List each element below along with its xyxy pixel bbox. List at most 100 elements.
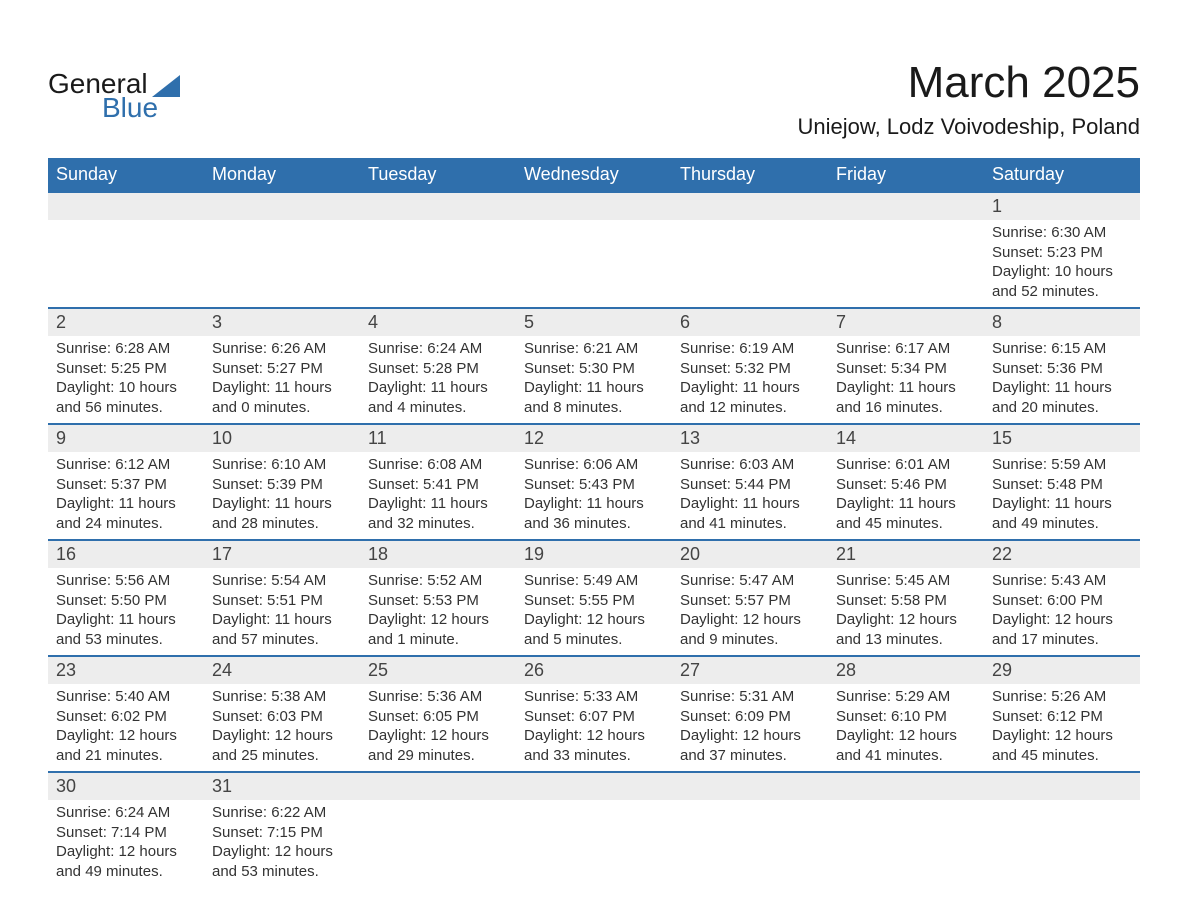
- day-body: [984, 800, 1140, 829]
- day-number: 12: [516, 425, 672, 452]
- day-daylight2: and 41 minutes.: [680, 514, 820, 534]
- daynum-row: 3031: [48, 772, 1140, 800]
- day-sunset: Sunset: 5:55 PM: [524, 591, 664, 611]
- day-number: 21: [828, 541, 984, 568]
- day-daylight1: Daylight: 11 hours: [212, 378, 352, 398]
- day-sunset: Sunset: 5:30 PM: [524, 359, 664, 379]
- day-daylight2: and 32 minutes.: [368, 514, 508, 534]
- day-body: Sunrise: 6:21 AMSunset: 5:30 PMDaylight:…: [516, 336, 672, 423]
- day-daylight1: Daylight: 12 hours: [836, 610, 976, 630]
- day-body: Sunrise: 6:03 AMSunset: 5:44 PMDaylight:…: [672, 452, 828, 539]
- day-daylight2: and 28 minutes.: [212, 514, 352, 534]
- day-number: 15: [984, 425, 1140, 452]
- day-number: 22: [984, 541, 1140, 568]
- day-number: 30: [48, 773, 204, 800]
- day-number: 31: [204, 773, 360, 800]
- day-number: 1: [984, 193, 1140, 220]
- day-sunrise: Sunrise: 6:21 AM: [524, 339, 664, 359]
- day-daylight1: Daylight: 11 hours: [992, 378, 1132, 398]
- weekday-header-row: Sunday Monday Tuesday Wednesday Thursday…: [48, 158, 1140, 192]
- day-number: [828, 773, 984, 800]
- day-number: 7: [828, 309, 984, 336]
- day-daylight1: Daylight: 12 hours: [680, 726, 820, 746]
- day-number: 19: [516, 541, 672, 568]
- day-daylight2: and 37 minutes.: [680, 746, 820, 766]
- day-sunset: Sunset: 5:48 PM: [992, 475, 1132, 495]
- day-daylight1: Daylight: 11 hours: [992, 494, 1132, 514]
- weekday-friday: Friday: [828, 158, 984, 192]
- day-sunrise: Sunrise: 6:22 AM: [212, 803, 352, 823]
- weekday-sunday: Sunday: [48, 158, 204, 192]
- day-body: Sunrise: 6:26 AMSunset: 5:27 PMDaylight:…: [204, 336, 360, 423]
- day-sunrise: Sunrise: 6:28 AM: [56, 339, 196, 359]
- day-sunset: Sunset: 5:41 PM: [368, 475, 508, 495]
- day-number: 26: [516, 657, 672, 684]
- day-body: Sunrise: 6:24 AMSunset: 7:14 PMDaylight:…: [48, 800, 204, 887]
- day-daylight1: Daylight: 12 hours: [56, 726, 196, 746]
- day-number: [48, 193, 204, 220]
- day-number: 8: [984, 309, 1140, 336]
- daynum-row: 9101112131415: [48, 424, 1140, 452]
- day-sunrise: Sunrise: 6:19 AM: [680, 339, 820, 359]
- day-sunrise: Sunrise: 5:47 AM: [680, 571, 820, 591]
- day-daylight1: Daylight: 11 hours: [524, 378, 664, 398]
- day-daylight2: and 53 minutes.: [56, 630, 196, 650]
- daynum-row: 2345678: [48, 308, 1140, 336]
- day-body: Sunrise: 5:33 AMSunset: 6:07 PMDaylight:…: [516, 684, 672, 771]
- day-body: [516, 800, 672, 829]
- day-number: [360, 773, 516, 800]
- day-daylight2: and 8 minutes.: [524, 398, 664, 418]
- weekday-thursday: Thursday: [672, 158, 828, 192]
- day-daylight2: and 36 minutes.: [524, 514, 664, 534]
- day-daylight2: and 5 minutes.: [524, 630, 664, 650]
- day-sunrise: Sunrise: 6:03 AM: [680, 455, 820, 475]
- day-sunrise: Sunrise: 6:17 AM: [836, 339, 976, 359]
- day-body: Sunrise: 5:59 AMSunset: 5:48 PMDaylight:…: [984, 452, 1140, 539]
- day-number: 6: [672, 309, 828, 336]
- day-daylight1: Daylight: 12 hours: [212, 842, 352, 862]
- day-body: Sunrise: 6:22 AMSunset: 7:15 PMDaylight:…: [204, 800, 360, 887]
- day-sunset: Sunset: 5:43 PM: [524, 475, 664, 495]
- daybody-row: Sunrise: 5:40 AMSunset: 6:02 PMDaylight:…: [48, 684, 1140, 772]
- day-daylight1: Daylight: 12 hours: [680, 610, 820, 630]
- day-number: [828, 193, 984, 220]
- day-number: [984, 773, 1140, 800]
- day-sunset: Sunset: 5:44 PM: [680, 475, 820, 495]
- day-sunrise: Sunrise: 6:24 AM: [368, 339, 508, 359]
- day-sunset: Sunset: 5:25 PM: [56, 359, 196, 379]
- day-sunrise: Sunrise: 5:49 AM: [524, 571, 664, 591]
- day-daylight2: and 21 minutes.: [56, 746, 196, 766]
- brand-logo: General Blue: [48, 68, 180, 124]
- day-daylight1: Daylight: 11 hours: [56, 610, 196, 630]
- daybody-row: Sunrise: 6:30 AMSunset: 5:23 PMDaylight:…: [48, 220, 1140, 308]
- day-sunset: Sunset: 5:28 PM: [368, 359, 508, 379]
- day-body: [360, 800, 516, 829]
- day-body: Sunrise: 5:54 AMSunset: 5:51 PMDaylight:…: [204, 568, 360, 655]
- day-daylight1: Daylight: 11 hours: [836, 494, 976, 514]
- day-body: Sunrise: 5:49 AMSunset: 5:55 PMDaylight:…: [516, 568, 672, 655]
- day-sunrise: Sunrise: 6:30 AM: [992, 223, 1132, 243]
- day-sunrise: Sunrise: 5:52 AM: [368, 571, 508, 591]
- day-number: 28: [828, 657, 984, 684]
- day-body: Sunrise: 6:12 AMSunset: 5:37 PMDaylight:…: [48, 452, 204, 539]
- location-text: Uniejow, Lodz Voivodeship, Poland: [798, 114, 1140, 140]
- day-number: 24: [204, 657, 360, 684]
- day-number: 18: [360, 541, 516, 568]
- day-sunset: Sunset: 6:10 PM: [836, 707, 976, 727]
- day-number: 3: [204, 309, 360, 336]
- day-sunset: Sunset: 5:23 PM: [992, 243, 1132, 263]
- day-sunset: Sunset: 5:37 PM: [56, 475, 196, 495]
- day-body: Sunrise: 6:15 AMSunset: 5:36 PMDaylight:…: [984, 336, 1140, 423]
- day-daylight1: Daylight: 12 hours: [836, 726, 976, 746]
- day-body: Sunrise: 5:45 AMSunset: 5:58 PMDaylight:…: [828, 568, 984, 655]
- day-daylight1: Daylight: 11 hours: [368, 494, 508, 514]
- day-daylight2: and 24 minutes.: [56, 514, 196, 534]
- day-daylight2: and 56 minutes.: [56, 398, 196, 418]
- day-sunrise: Sunrise: 5:54 AM: [212, 571, 352, 591]
- day-sunrise: Sunrise: 6:24 AM: [56, 803, 196, 823]
- day-number: [516, 193, 672, 220]
- day-body: Sunrise: 5:40 AMSunset: 6:02 PMDaylight:…: [48, 684, 204, 771]
- day-number: 13: [672, 425, 828, 452]
- day-sunrise: Sunrise: 5:59 AM: [992, 455, 1132, 475]
- day-daylight2: and 12 minutes.: [680, 398, 820, 418]
